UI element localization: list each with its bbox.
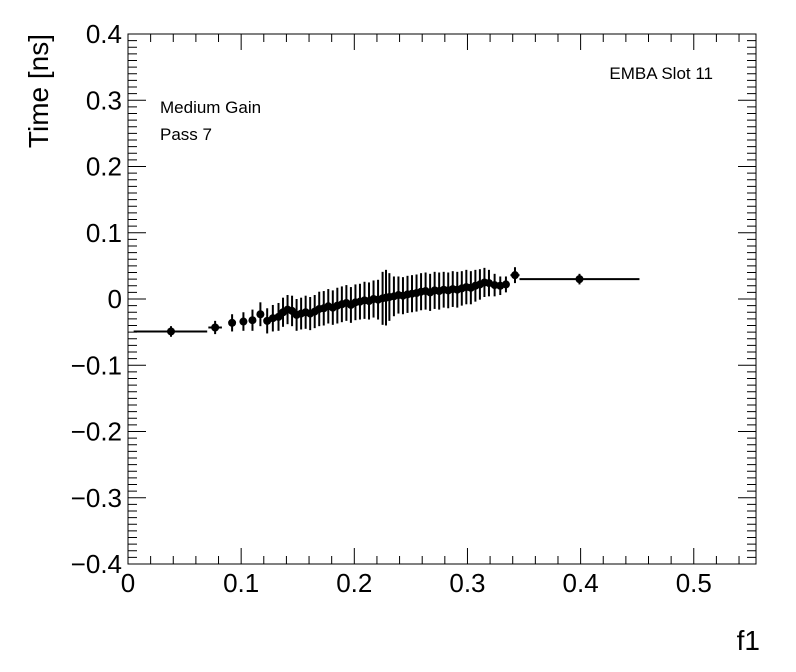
annotation-pass: Pass 7 (160, 125, 212, 144)
point-marker (510, 271, 519, 280)
point-marker (248, 316, 257, 325)
point-marker (166, 327, 175, 336)
data-point (453, 271, 462, 308)
x-tick-label: 0 (121, 568, 135, 598)
y-tick-label: 0.2 (86, 152, 122, 182)
data-point (510, 267, 520, 284)
data-point (274, 302, 283, 331)
y-axis-title: Time [ns] (23, 34, 54, 148)
point-marker (256, 310, 265, 319)
y-axis-ticks (128, 33, 756, 565)
x-tick-label: 0.1 (223, 568, 259, 598)
data-point (501, 276, 510, 293)
x-axis-title: f1 (737, 625, 760, 656)
data-point (133, 326, 208, 337)
y-tick-label: 0.1 (86, 218, 122, 248)
data-points (133, 267, 640, 337)
point-marker (211, 323, 220, 332)
x-tick-label: 0.3 (449, 568, 485, 598)
data-point (228, 314, 237, 332)
point-marker (575, 275, 584, 284)
point-marker (501, 280, 510, 289)
data-point (319, 291, 328, 326)
data-point (519, 273, 640, 285)
x-axis-ticks (127, 34, 740, 564)
x-tick-label: 0.5 (676, 568, 712, 598)
data-point (248, 309, 257, 331)
data-point (256, 302, 265, 327)
y-tick-label: 0 (108, 284, 122, 314)
y-tick-label: 0.3 (86, 85, 122, 115)
data-point (239, 312, 248, 331)
x-tick-label: 0.2 (336, 568, 372, 598)
data-point (208, 320, 222, 335)
x-tick-label: 0.4 (563, 568, 599, 598)
point-marker (228, 318, 237, 327)
y-tick-label: −0.4 (71, 549, 122, 579)
point-marker (239, 317, 248, 326)
y-tick-label: −0.2 (71, 417, 122, 447)
data-point (490, 273, 499, 297)
data-point (288, 295, 297, 327)
annotation-slot: EMBA Slot 11 (609, 64, 713, 83)
y-tick-label: 0.4 (86, 19, 122, 49)
y-tick-label: −0.3 (71, 483, 122, 513)
annotation-gain: Medium Gain (160, 98, 261, 117)
x-axis-tick-labels: 0 0.1 0.2 0.3 0.4 0.5 (121, 568, 712, 598)
y-tick-label: −0.1 (71, 350, 122, 380)
y-axis-tick-labels: −0.4 −0.3 −0.2 −0.1 0 0.1 0.2 0.3 0.4 (71, 19, 122, 579)
